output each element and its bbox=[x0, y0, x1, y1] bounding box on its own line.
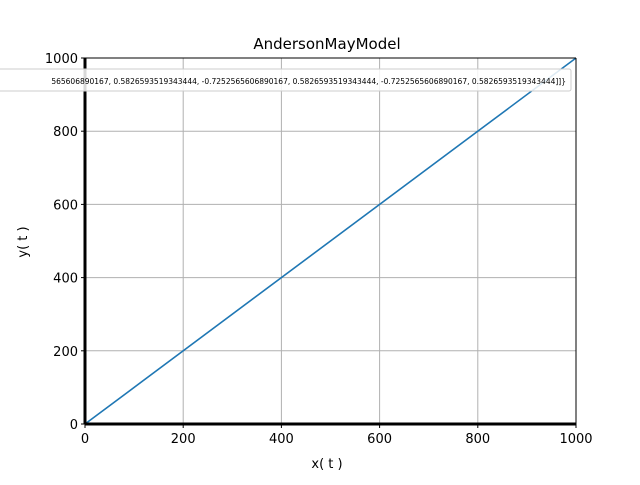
x-tick-label-3: 600 bbox=[367, 432, 392, 447]
ticks-layer: 0 200 400 600 800 1000 0 200 400 600 800 1000 bbox=[45, 52, 593, 447]
y-tick-label-5: 1000 bbox=[45, 52, 78, 67]
legend: 565606890167, 0.5826593519343444, -0.725… bbox=[0, 68, 572, 92]
y-axis-label: y( t ) bbox=[16, 226, 31, 257]
y-tick-label-4: 800 bbox=[53, 125, 78, 140]
y-tick-label-2: 400 bbox=[53, 272, 78, 287]
x-tick-label-2: 400 bbox=[269, 432, 294, 447]
chart-title: AndersonMayModel bbox=[253, 35, 400, 53]
series-layer bbox=[84, 57, 577, 425]
x-tick-label-1: 200 bbox=[171, 432, 196, 447]
y-tick-label-0: 0 bbox=[70, 418, 78, 433]
grid-layer bbox=[84, 57, 577, 425]
x-tick-label-5: 1000 bbox=[559, 432, 592, 447]
y-tick-label-1: 200 bbox=[53, 345, 78, 360]
x-tick-label-0: 0 bbox=[81, 432, 89, 447]
axes-layer bbox=[83, 57, 577, 426]
x-tick-label-4: 800 bbox=[465, 432, 490, 447]
legend-box bbox=[0, 68, 572, 92]
series-line-0 bbox=[84, 57, 577, 425]
y-tick-label-3: 600 bbox=[53, 198, 78, 213]
legend-text: 565606890167, 0.5826593519343444, -0.725… bbox=[51, 77, 566, 86]
x-axis-label: x( t ) bbox=[311, 457, 342, 472]
